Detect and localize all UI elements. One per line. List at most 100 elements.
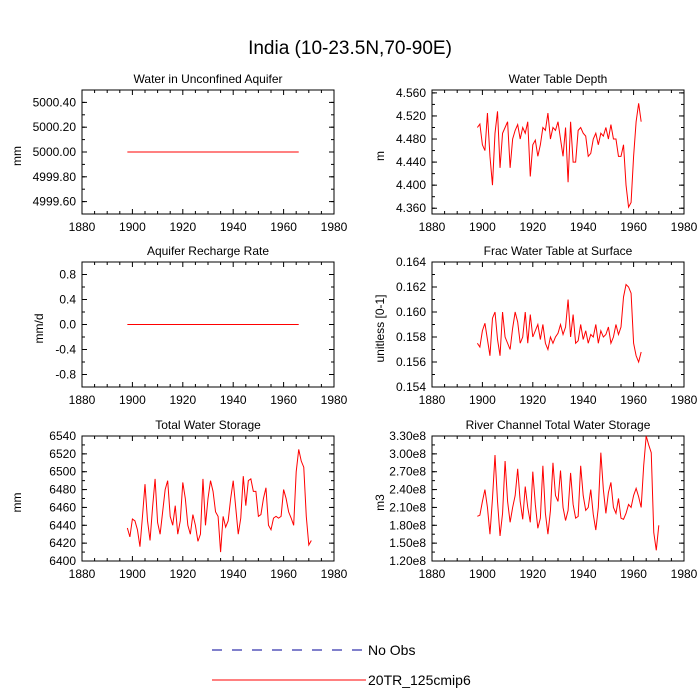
x-tick-label: 1980 (321, 220, 348, 234)
y-tick-label: 3.30e8 (389, 429, 426, 443)
y-tick-label: 2.70e8 (389, 465, 426, 479)
series-line-20tr-125cmip6 (476, 283, 642, 364)
x-tick-label: 1900 (469, 567, 496, 581)
x-tick-label: 1880 (69, 393, 96, 407)
y-tick-label: 1.20e8 (389, 554, 426, 568)
legend: No Obs 20TR_125cmip6 (212, 642, 471, 688)
x-tick-label: 1900 (119, 567, 146, 581)
y-tick-label: 3.00e8 (389, 447, 426, 461)
x-tick-label: 1980 (321, 567, 348, 581)
y-axis-label: m3 (373, 494, 387, 511)
y-tick-label: 0.8 (59, 268, 76, 282)
legend-obs-label: No Obs (368, 642, 415, 658)
panel-title: Water in Unconfined Aquifer (134, 72, 283, 86)
panel-title: River Channel Total Water Storage (466, 418, 651, 432)
panel-4: Frac Water Table at Surface unitless [0-1… (373, 244, 698, 407)
x-tick-label: 1980 (321, 393, 348, 407)
panels: Water in Unconfined Aquifer mm 1880 1900 192… (10, 72, 698, 581)
panel-title: Aquifer Recharge Rate (147, 244, 269, 258)
y-axis-label: m (373, 151, 387, 161)
y-tick-label: 6500 (49, 465, 76, 479)
y-tick-label: 2.10e8 (389, 500, 426, 514)
y-tick-label: 0.156 (396, 355, 426, 369)
y-tick-label: 6540 (49, 429, 76, 443)
y-tick-label: 6520 (49, 447, 76, 461)
y-axis-label: mm/d (32, 314, 46, 344)
figure-title: India (10-23.5N,70-90E) (248, 38, 452, 59)
x-tick-label: 1920 (519, 393, 546, 407)
x-tick-label: 1960 (270, 393, 297, 407)
y-tick-label: 4.520 (396, 109, 426, 123)
y-tick-label: 0.164 (396, 255, 426, 269)
panel-title: Total Water Storage (155, 418, 261, 432)
x-tick-label: 1940 (570, 567, 597, 581)
panel-5: Total Water Storage mm 1880 1900 1920 1940 196… (10, 418, 348, 581)
x-tick-label: 1900 (119, 220, 146, 234)
series-line-20tr-125cmip6 (126, 449, 312, 553)
y-tick-label: 5000.40 (33, 95, 77, 109)
x-tick-label: 1940 (220, 567, 247, 581)
y-axis-label: unitless [0-1] (373, 294, 387, 362)
y-tick-label: 0.154 (396, 380, 426, 394)
y-tick-label: 5000.00 (33, 145, 77, 159)
x-tick-label: 1980 (671, 567, 698, 581)
x-tick-label: 1940 (220, 220, 247, 234)
y-tick-label: 4.480 (396, 132, 426, 146)
y-tick-label: 0.0 (59, 318, 76, 332)
x-tick-label: 1940 (570, 220, 597, 234)
y-tick-label: 6420 (49, 536, 76, 550)
panel-2: Water Table Depth m 1880 1900 1920 1940 1960 19… (373, 72, 698, 234)
y-tick-label: 6440 (49, 518, 76, 532)
y-tick-label: 4.400 (396, 178, 426, 192)
panel-title: Water Table Depth (509, 72, 608, 86)
y-tick-label: 0.162 (396, 280, 426, 294)
plot-frame (431, 261, 685, 388)
x-tick-label: 1920 (169, 567, 196, 581)
x-tick-label: 1960 (620, 220, 647, 234)
x-tick-label: 1980 (671, 220, 698, 234)
y-axis-label: mm (10, 493, 24, 513)
y-tick-label: 6480 (49, 483, 76, 497)
y-tick-label: 1.50e8 (389, 536, 426, 550)
y-tick-label: 5000.20 (33, 120, 77, 134)
y-axis-label: mm (10, 146, 24, 166)
x-tick-label: 1920 (519, 220, 546, 234)
x-tick-label: 1900 (469, 220, 496, 234)
x-tick-label: 1880 (419, 220, 446, 234)
x-tick-label: 1900 (119, 393, 146, 407)
y-tick-label: 0.4 (59, 293, 76, 307)
y-tick-label: 4.560 (396, 86, 426, 100)
series-line-20tr-125cmip6 (476, 103, 642, 209)
plot-frame (431, 89, 685, 215)
x-tick-label: 1920 (169, 393, 196, 407)
x-tick-label: 1880 (419, 393, 446, 407)
panel-1: Water in Unconfined Aquifer mm 1880 1900 192… (10, 72, 348, 234)
x-tick-label: 1960 (620, 393, 647, 407)
y-tick-label: -0.8 (55, 368, 76, 382)
y-tick-label: 4.440 (396, 155, 426, 169)
x-tick-label: 1980 (671, 393, 698, 407)
y-tick-label: 6400 (49, 554, 76, 568)
x-tick-label: 1940 (570, 393, 597, 407)
y-tick-label: 1.80e8 (389, 518, 426, 532)
y-tick-label: -0.4 (55, 343, 76, 357)
x-tick-label: 1900 (469, 393, 496, 407)
x-tick-label: 1960 (270, 220, 297, 234)
y-tick-label: 4999.60 (33, 195, 77, 209)
legend-model-label: 20TR_125cmip6 (368, 672, 471, 688)
panel-3: Aquifer Recharge Rate mm/d 1880 1900 1920 194… (32, 244, 348, 407)
series-line-20tr-125cmip6 (477, 435, 660, 551)
y-tick-label: 0.158 (396, 330, 426, 344)
x-tick-label: 1880 (69, 220, 96, 234)
x-tick-label: 1920 (169, 220, 196, 234)
panel-title: Frac Water Table at Surface (484, 244, 633, 258)
x-tick-label: 1920 (519, 567, 546, 581)
x-tick-label: 1960 (620, 567, 647, 581)
x-tick-label: 1940 (220, 393, 247, 407)
y-tick-label: 2.40e8 (389, 483, 426, 497)
y-tick-label: 4.360 (396, 201, 426, 215)
x-tick-label: 1960 (270, 567, 297, 581)
y-tick-label: 6460 (49, 500, 76, 514)
